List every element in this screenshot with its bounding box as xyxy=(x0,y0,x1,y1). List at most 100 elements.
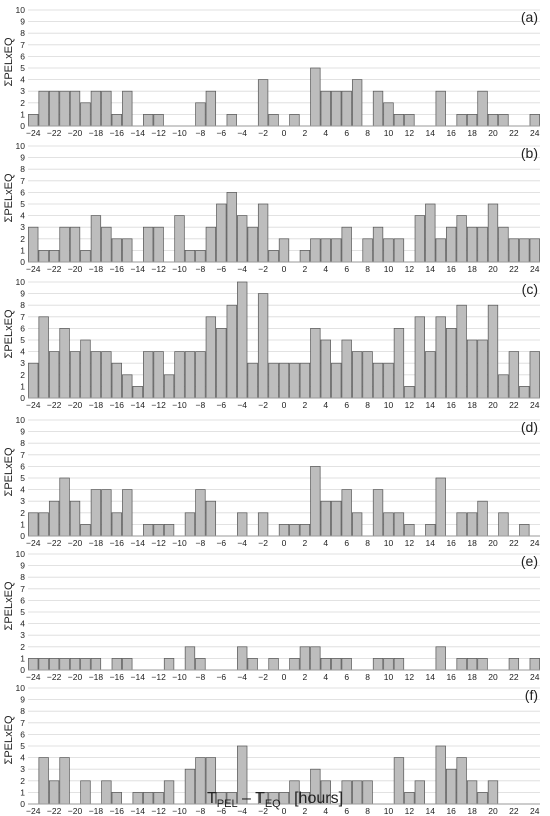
x-tick-label: 14 xyxy=(426,538,436,548)
x-tick-label: −6 xyxy=(216,400,226,410)
x-tick-label: −8 xyxy=(196,128,206,138)
bar xyxy=(289,658,300,671)
y-tick-label: 0 xyxy=(20,257,25,267)
x-tick-label: −20 xyxy=(68,264,83,274)
bar xyxy=(289,114,300,127)
y-tick-label: 6 xyxy=(20,461,25,471)
x-tick-label: 18 xyxy=(467,806,477,816)
bar xyxy=(362,351,373,399)
x-tick-label: 24 xyxy=(530,672,540,682)
y-tick-label: 2 xyxy=(20,370,25,380)
bar xyxy=(90,351,102,399)
x-tick-label: 12 xyxy=(405,806,415,816)
bar xyxy=(508,658,520,671)
x-tick-label: −24 xyxy=(26,806,41,816)
y-tick-label: 5 xyxy=(20,741,25,751)
x-tick-label: 14 xyxy=(426,400,436,410)
x-tick-label: 4 xyxy=(323,672,328,682)
y-tick-label: 9 xyxy=(20,561,25,571)
bar xyxy=(372,226,384,263)
bar xyxy=(59,226,70,263)
x-tick-label: 16 xyxy=(446,806,456,816)
x-tick-label: 22 xyxy=(509,806,519,816)
bar xyxy=(372,90,384,127)
y-tick-label: 4 xyxy=(20,619,25,629)
bar xyxy=(153,226,164,263)
bar xyxy=(508,238,520,263)
x-tick-label: 4 xyxy=(323,538,328,548)
bar xyxy=(101,489,112,537)
bar xyxy=(414,215,425,263)
bar xyxy=(205,500,217,537)
bar xyxy=(487,114,499,127)
bar xyxy=(163,658,175,671)
x-axis-title-t1-sub: PEL xyxy=(216,798,238,811)
x-tick-label: −18 xyxy=(89,400,104,410)
x-tick-label: −10 xyxy=(172,672,187,682)
bar xyxy=(90,489,102,537)
bar xyxy=(299,524,311,537)
x-tick-label: 6 xyxy=(344,806,349,816)
y-tick-label: 2 xyxy=(20,642,25,652)
bar xyxy=(111,114,122,127)
x-tick-label: 0 xyxy=(282,264,287,274)
bar xyxy=(101,351,112,399)
x-tick-label: 22 xyxy=(509,672,519,682)
bar xyxy=(122,489,133,537)
bar xyxy=(205,90,217,127)
x-tick-label: −24 xyxy=(26,672,41,682)
x-tick-label: 24 xyxy=(530,806,540,816)
y-axis-label: ΣPELxEQ xyxy=(3,581,15,630)
bar xyxy=(477,90,488,127)
panel-label: (f) xyxy=(525,687,538,703)
x-tick-label: −24 xyxy=(26,128,41,138)
bar xyxy=(38,658,49,671)
bar xyxy=(529,658,540,671)
y-tick-label: 10 xyxy=(16,277,26,287)
y-tick-label: 8 xyxy=(20,300,25,310)
x-tick-label: 16 xyxy=(446,128,456,138)
y-tick-label: 9 xyxy=(20,153,25,163)
y-tick-label: 7 xyxy=(20,718,25,728)
bar xyxy=(456,512,467,537)
bar xyxy=(28,226,39,263)
bar xyxy=(320,90,331,127)
panel-label: (d) xyxy=(521,419,538,435)
x-tick-label: −16 xyxy=(110,806,125,816)
bar xyxy=(28,512,39,537)
x-tick-label: −10 xyxy=(172,400,187,410)
y-tick-label: 10 xyxy=(16,683,26,693)
y-tick-label: 0 xyxy=(20,393,25,403)
bar xyxy=(372,658,384,671)
bar xyxy=(466,226,478,263)
bar xyxy=(237,512,248,537)
y-tick-label: 10 xyxy=(16,415,26,425)
y-tick-label: 10 xyxy=(16,549,26,559)
x-tick-label: 22 xyxy=(509,400,519,410)
x-tick-label: −8 xyxy=(196,264,206,274)
y-tick-label: 8 xyxy=(20,28,25,38)
bar xyxy=(320,339,331,399)
bar xyxy=(404,524,415,537)
y-axis-label: ΣPELxEQ xyxy=(3,173,15,222)
bar xyxy=(466,114,478,127)
x-tick-label: 6 xyxy=(344,538,349,548)
bar xyxy=(466,658,478,671)
bar xyxy=(519,238,530,263)
bar xyxy=(487,304,499,399)
y-tick-label: 3 xyxy=(20,496,25,506)
y-tick-label: 6 xyxy=(20,187,25,197)
x-tick-label: −4 xyxy=(237,400,247,410)
y-tick-label: 7 xyxy=(20,176,25,186)
bar xyxy=(498,374,509,399)
y-tick-label: 2 xyxy=(20,508,25,518)
x-tick-label: 0 xyxy=(282,538,287,548)
y-tick-label: 9 xyxy=(20,427,25,437)
x-tick-label: 20 xyxy=(488,538,498,548)
x-tick-label: −8 xyxy=(196,806,206,816)
x-tick-label: 20 xyxy=(488,264,498,274)
bar xyxy=(425,203,436,263)
x-axis-title-t1: T xyxy=(206,790,217,807)
bar xyxy=(278,238,290,263)
x-tick-label: 10 xyxy=(384,400,394,410)
